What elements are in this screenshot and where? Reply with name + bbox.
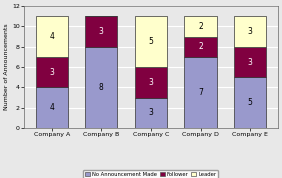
Bar: [36, 57, 68, 88]
Text: 5: 5: [248, 98, 253, 107]
Text: 3: 3: [148, 108, 153, 117]
Bar: [234, 47, 266, 77]
Text: 3: 3: [148, 78, 153, 87]
Text: 4: 4: [49, 32, 54, 41]
Text: 2: 2: [198, 22, 203, 31]
Bar: [184, 37, 217, 57]
Text: 4: 4: [49, 103, 54, 112]
Bar: [135, 98, 167, 128]
Bar: [85, 16, 117, 47]
Text: 3: 3: [248, 57, 253, 67]
Text: 7: 7: [198, 88, 203, 97]
Text: 2: 2: [198, 42, 203, 51]
Bar: [135, 16, 167, 67]
Bar: [184, 16, 217, 37]
Text: 3: 3: [49, 68, 54, 77]
Text: 3: 3: [99, 27, 104, 36]
Bar: [184, 57, 217, 128]
Bar: [36, 16, 68, 57]
Bar: [85, 47, 117, 128]
Bar: [135, 67, 167, 98]
Text: 3: 3: [248, 27, 253, 36]
Text: 8: 8: [99, 83, 104, 92]
Bar: [234, 16, 266, 47]
Bar: [36, 88, 68, 128]
Y-axis label: Number of Announcements: Number of Announcements: [4, 24, 9, 111]
Bar: [234, 77, 266, 128]
Text: 5: 5: [148, 37, 153, 46]
Legend: No Announcement Made, Follower, Leader: No Announcement Made, Follower, Leader: [83, 170, 219, 178]
